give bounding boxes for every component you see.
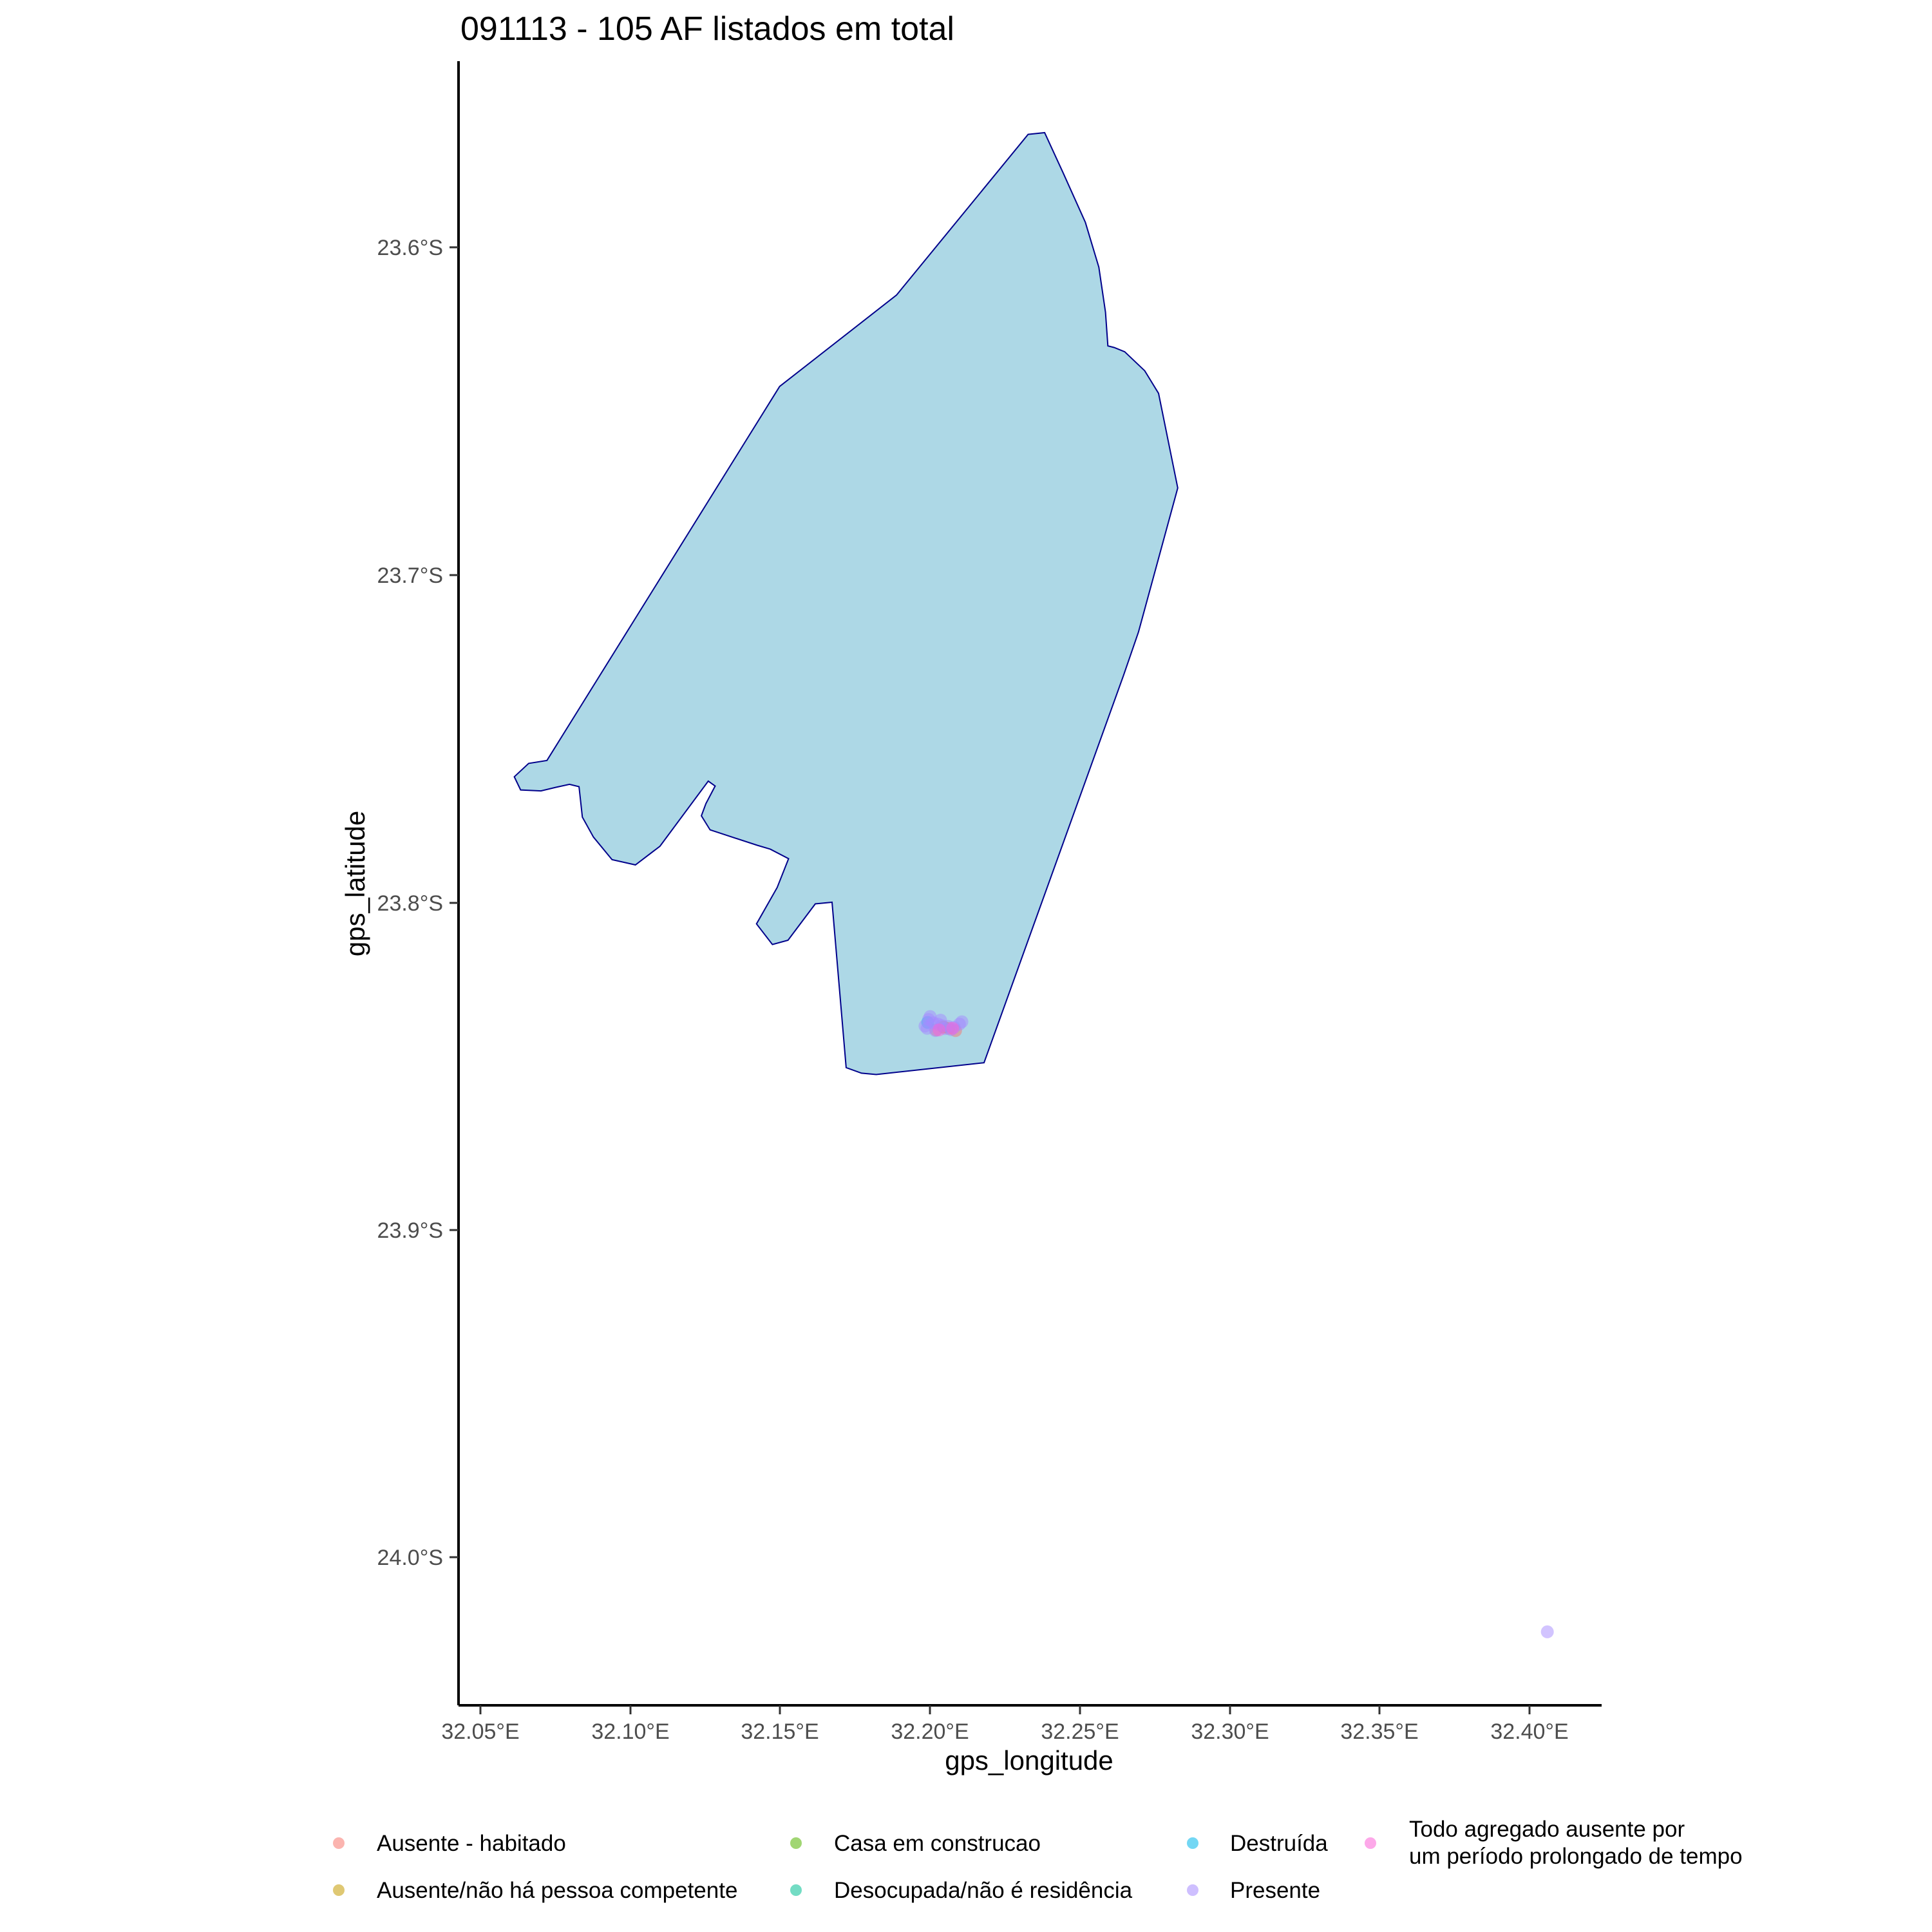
- legend-label: Ausente - habitado: [377, 1831, 566, 1856]
- chart-title: 091113 - 105 AF listados em total: [460, 10, 954, 48]
- y-tick-label: 24.0°S: [377, 1546, 443, 1570]
- x-tick-label: 32.40°E: [1490, 1719, 1568, 1744]
- x-tick-label: 32.25°E: [1041, 1719, 1119, 1744]
- x-tick: 32.20°E: [891, 1705, 969, 1744]
- y-tick-label: 23.6°S: [377, 236, 443, 260]
- legend-key: [1187, 1837, 1198, 1849]
- x-tick: 32.10°E: [591, 1705, 670, 1744]
- x-tick-label: 32.35°E: [1340, 1719, 1418, 1744]
- legend-item: Todo agregado ausente por um período pro…: [1365, 1817, 1743, 1869]
- x-tick-label: 32.10°E: [591, 1719, 669, 1744]
- x-tick-label: 32.05°E: [441, 1719, 519, 1744]
- plot-panel: [513, 131, 1554, 1638]
- x-axis-ticks: 32.05°E 32.10°E 32.15°E 32.20°E 32.25°E …: [441, 1705, 1569, 1744]
- legend-item: Desocupada/não é residência: [790, 1878, 1133, 1903]
- household-point: [920, 1021, 934, 1035]
- legend-label: Destruída: [1230, 1831, 1328, 1856]
- x-tick: 32.35°E: [1340, 1705, 1419, 1744]
- x-tick: 32.15°E: [741, 1705, 819, 1744]
- y-axis-ticks: 23.6°S 23.7°S 23.8°S 23.9°S 24.0°S: [377, 236, 459, 1570]
- legend-label: Ausente/não há pessoa competente: [377, 1878, 737, 1903]
- y-tick: 23.7°S: [377, 564, 459, 588]
- legend-key: [1187, 1884, 1198, 1896]
- legend-label: Casa em construcao: [834, 1831, 1041, 1856]
- household-point: [933, 1023, 946, 1037]
- x-tick-label: 32.20°E: [891, 1719, 969, 1744]
- legend-label: Desocupada/não é residência: [834, 1878, 1133, 1903]
- x-tick: 32.25°E: [1041, 1705, 1119, 1744]
- x-tick: 32.30°E: [1191, 1705, 1269, 1744]
- y-tick-label: 23.7°S: [377, 564, 443, 588]
- legend-item: Destruída: [1187, 1831, 1328, 1856]
- y-tick-label: 23.9°S: [377, 1218, 443, 1243]
- legend-key: [1365, 1837, 1376, 1849]
- point-series: [918, 1010, 1554, 1638]
- legend-label-line2: um período prolongado de tempo: [1409, 1844, 1743, 1869]
- legend-key: [333, 1837, 345, 1849]
- x-tick: 32.05°E: [441, 1705, 520, 1744]
- legend-item: Casa em construcao: [790, 1831, 1041, 1856]
- legend-label-line1: Todo agregado ausente por: [1409, 1817, 1685, 1842]
- legend-item: Ausente/não há pessoa competente: [333, 1878, 737, 1903]
- legend-item: Ausente - habitado: [333, 1831, 566, 1856]
- legend-key: [333, 1884, 345, 1896]
- household-point: [946, 1021, 960, 1035]
- y-tick: 23.8°S: [377, 891, 459, 916]
- household-point: [1540, 1625, 1554, 1638]
- legend: Ausente - habitado Ausente/não há pessoa…: [333, 1817, 1743, 1903]
- legend-key: [790, 1837, 802, 1849]
- legend-label: Presente: [1230, 1878, 1320, 1903]
- y-tick: 23.9°S: [377, 1218, 459, 1243]
- household-point: [955, 1015, 969, 1028]
- x-tick-label: 32.30°E: [1191, 1719, 1269, 1744]
- point-series: [933, 1021, 960, 1037]
- legend-item: Presente: [1187, 1878, 1320, 1903]
- area-boundary-polygon: [513, 131, 1179, 1075]
- y-axis-title: gps_latitude: [340, 811, 370, 957]
- household-points: [918, 1010, 1554, 1638]
- y-tick: 23.6°S: [377, 236, 459, 260]
- x-tick-label: 32.15°E: [741, 1719, 819, 1744]
- x-axis-title: gps_longitude: [945, 1745, 1113, 1776]
- y-tick: 24.0°S: [377, 1546, 459, 1570]
- legend-key: [790, 1884, 802, 1896]
- x-tick: 32.40°E: [1490, 1705, 1569, 1744]
- y-tick-label: 23.8°S: [377, 891, 443, 916]
- household-point: [934, 1014, 947, 1027]
